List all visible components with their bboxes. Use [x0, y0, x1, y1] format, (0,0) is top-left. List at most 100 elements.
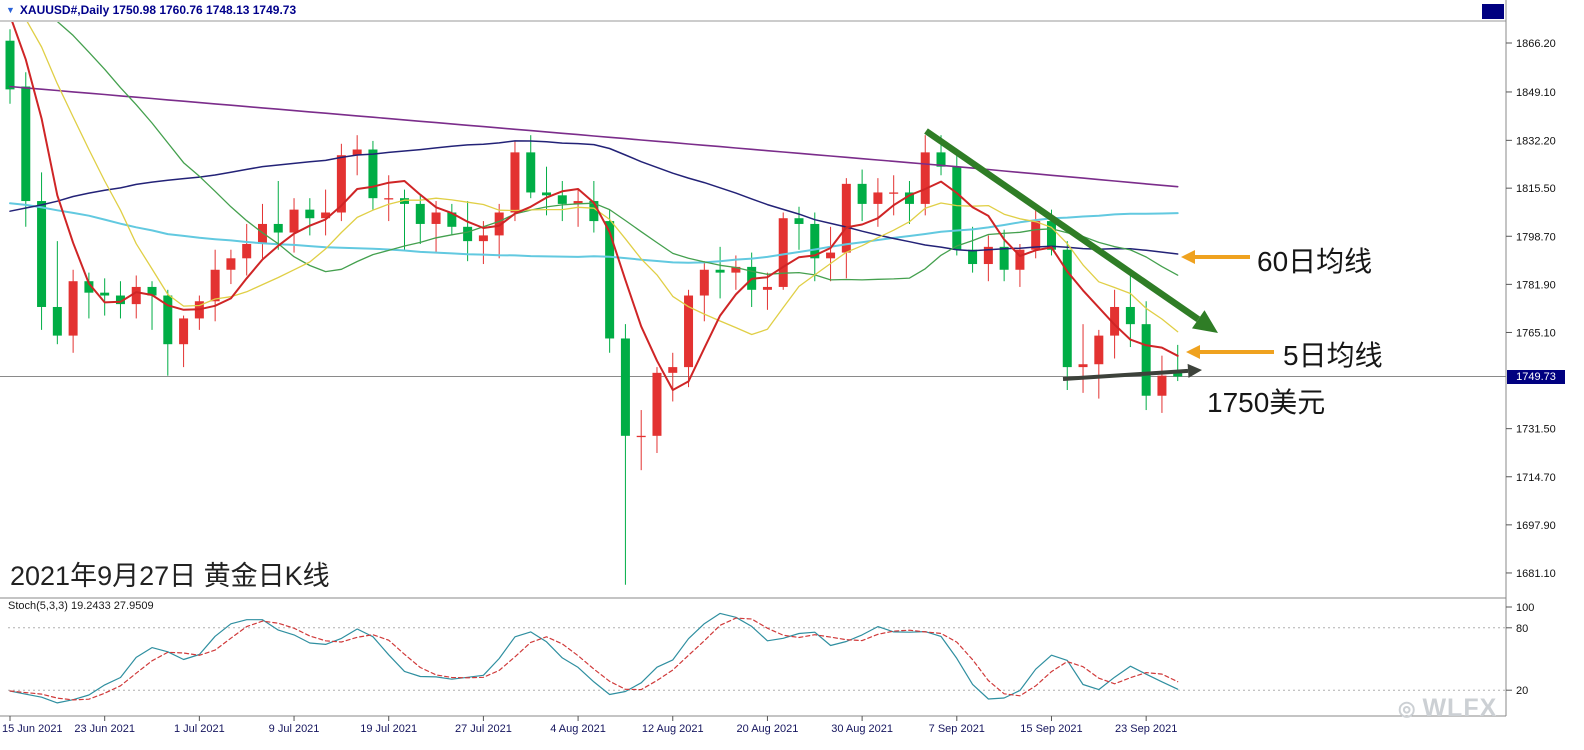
date-tick-label: 23 Sep 2021 [1115, 723, 1177, 735]
candle-body [620, 338, 630, 436]
candle-body [557, 195, 567, 204]
candle-body [668, 367, 678, 373]
stoch-k-line [9, 612, 1179, 704]
candle-body [400, 198, 409, 204]
candle-body [226, 258, 236, 270]
candle-body [1157, 375, 1167, 396]
stoch-d-line [9, 617, 1179, 701]
candle-body [305, 209, 315, 219]
candle-body [100, 292, 110, 296]
candle-body [447, 212, 457, 227]
date-tick-label: 15 Sep 2021 [1020, 723, 1082, 735]
candle-body [210, 269, 220, 302]
watermark-logo: ◎ WLFX [1398, 694, 1497, 723]
ma5-pointer-arrow-head [1186, 345, 1200, 359]
candle-body [1094, 335, 1104, 365]
candle-body [147, 286, 157, 296]
date-tick-label: 12 Aug 2021 [642, 723, 704, 735]
candle-body [494, 212, 504, 236]
candle-body [273, 223, 283, 233]
candle-body [321, 212, 331, 219]
candle-body [652, 372, 662, 436]
candle-body [352, 149, 362, 156]
candle-body [526, 152, 536, 193]
date-tick-label: 23 Jun 2021 [74, 723, 135, 735]
candle-body [21, 86, 31, 202]
candle-body [999, 246, 1009, 270]
date-tick-label: 20 Aug 2021 [737, 723, 799, 735]
price-1750-annotation-label: 1750美元 [1207, 387, 1326, 418]
candle-body [589, 201, 599, 222]
candle-body [1031, 221, 1041, 250]
candle-body [242, 243, 252, 259]
price-tick-label: 1815.50 [1516, 183, 1556, 195]
downtrend-green-arrow [924, 128, 1201, 323]
candle-body [873, 192, 883, 204]
candle-body [542, 192, 552, 196]
chart-header: ▼ XAUUSD#,Daily 1750.98 1760.76 1748.13 … [6, 3, 296, 17]
candle-body [573, 201, 583, 204]
price-tick-label: 1731.50 [1516, 424, 1556, 436]
price-tick-label: 1697.90 [1516, 520, 1556, 532]
candle-body [52, 306, 62, 336]
date-tick-label: 7 Sep 2021 [929, 723, 985, 735]
candle-body [431, 212, 441, 224]
date-tick-label: 27 Jul 2021 [455, 723, 512, 735]
stoch-indicator-label: Stoch(5,3,3) 19.2433 27.9509 [8, 600, 154, 612]
candle-body [605, 221, 615, 339]
candle-body [1173, 372, 1183, 377]
candle-body [1110, 306, 1120, 336]
price-tick-label: 1849.10 [1516, 87, 1556, 99]
candle-body [715, 269, 725, 273]
candle-body [84, 281, 94, 293]
candle-body [857, 183, 867, 204]
candle-body [936, 152, 946, 167]
candle-body [778, 218, 788, 287]
candle-body [115, 295, 125, 305]
symbol-ohlc-label: XAUUSD#,Daily 1750.98 1760.76 1748.13 17… [19, 3, 297, 17]
ma120-line [9, 202, 1179, 264]
scroll-to-end-marker[interactable] [1482, 4, 1504, 19]
candle-body [794, 218, 804, 224]
candle-body [968, 249, 978, 265]
candle-body [1125, 306, 1135, 325]
ma10-line [26, 22, 1179, 336]
symbol-icon: ▼ [6, 5, 15, 15]
candle-body [1015, 249, 1025, 270]
candle-body [179, 318, 189, 345]
candle-body [1078, 364, 1088, 368]
date-tick-label: 4 Aug 2021 [550, 723, 606, 735]
candle-body [163, 295, 173, 345]
candle-body [68, 281, 78, 336]
date-tick-label: 19 Jul 2021 [360, 723, 417, 735]
price-tick-label: 1681.10 [1516, 568, 1556, 580]
price-tick-label: 1714.70 [1516, 472, 1556, 484]
candle-body [810, 223, 820, 259]
ma60-annotation-label: 60日均线 [1257, 246, 1373, 277]
price-tick-label: 1832.20 [1516, 135, 1556, 147]
price-tick-label: 1765.10 [1516, 327, 1556, 339]
chart-title-annotation: 2021年9月27日 黄金日K线 [10, 561, 330, 591]
candle-body [1046, 221, 1056, 250]
camera-icon: ◎ [1398, 698, 1417, 720]
candle-body [1141, 324, 1151, 396]
candle-body [920, 152, 930, 204]
candle-body [510, 152, 520, 213]
ma250-line [9, 85, 1179, 188]
candle-body [889, 192, 899, 194]
candle-body [384, 198, 394, 200]
candle-body [131, 286, 141, 305]
candle-body [636, 435, 646, 438]
price-tick-label: 1866.20 [1516, 38, 1556, 50]
stoch-tick-label: 20 [1516, 685, 1528, 697]
candle-body [826, 252, 836, 259]
price-tick-label: 1781.90 [1516, 279, 1556, 291]
price-1750-pointer-arrow [1062, 368, 1189, 381]
candle-body [904, 192, 914, 204]
candle-body [463, 226, 473, 242]
candle-body [257, 223, 267, 244]
ma60-line [9, 140, 1179, 255]
watermark-text: WLFX [1422, 694, 1498, 722]
